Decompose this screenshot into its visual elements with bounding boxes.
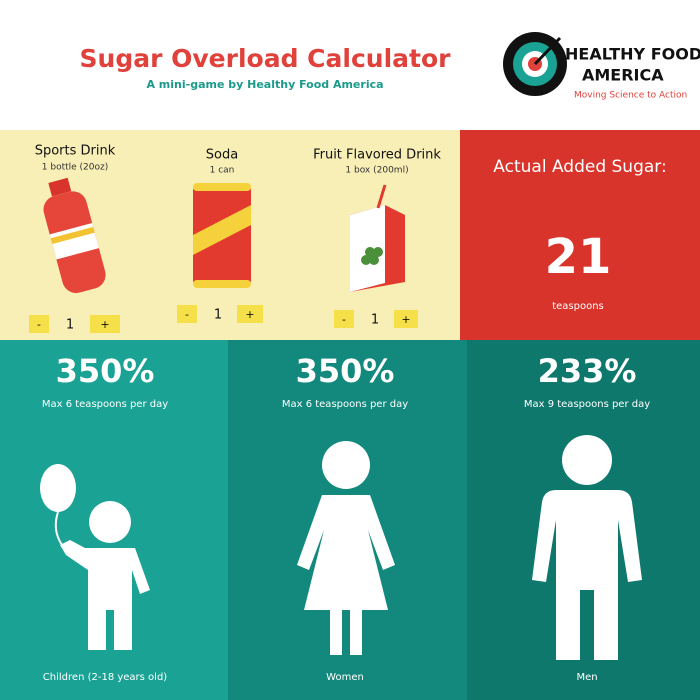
man-icon <box>532 435 642 660</box>
controls: - 1 + - 1 + - 1 + <box>29 305 418 333</box>
plus-button[interactable] <box>90 315 120 333</box>
bottle-cap <box>48 177 72 197</box>
head <box>562 435 612 485</box>
plus-label[interactable]: + <box>401 313 410 326</box>
box-straw <box>376 184 387 209</box>
group-label: Women <box>326 672 364 683</box>
logo-tagline: Moving Science to Action <box>574 91 687 101</box>
result-value: 21 <box>545 229 612 285</box>
drink-serving: 1 can <box>210 166 235 176</box>
drink-name: Fruit Flavored Drink <box>313 148 441 163</box>
result-unit: teaspoons <box>552 301 604 312</box>
minus-label[interactable]: - <box>37 318 41 331</box>
grape <box>361 255 371 265</box>
drink-name: Soda <box>206 148 238 163</box>
can-stripe <box>193 205 251 255</box>
plus-label[interactable]: + <box>245 308 254 321</box>
minus-button[interactable] <box>177 305 197 323</box>
quantity: 1 <box>371 313 379 328</box>
plus-button[interactable] <box>237 305 263 323</box>
body <box>297 495 395 655</box>
bottle-stripe <box>50 226 95 245</box>
drink-serving: 1 bottle (20oz) <box>42 163 108 173</box>
quantity: 1 <box>214 308 222 323</box>
woman-icon <box>297 441 395 655</box>
quantity: 1 <box>66 318 74 333</box>
plus-button[interactable] <box>394 310 418 328</box>
header-bg <box>0 0 700 130</box>
grape <box>365 247 375 257</box>
grape <box>373 247 383 257</box>
logo-line2: AMERICA <box>582 66 664 85</box>
group-limit: Max 9 teaspoons per day <box>524 399 650 410</box>
title: Sugar Overload Calculator <box>80 44 452 73</box>
drink-name: Sports Drink <box>35 144 116 159</box>
can-top <box>193 183 251 191</box>
group-percent: 233% <box>538 352 637 390</box>
body <box>532 490 642 660</box>
juice-box-icon <box>350 184 405 292</box>
soda-can-icon <box>193 183 251 288</box>
group-percent: 350% <box>56 352 155 390</box>
head <box>89 501 131 543</box>
group-limit: Max 6 teaspoons per day <box>282 399 408 410</box>
can-bottom <box>193 280 251 288</box>
minus-label[interactable]: - <box>342 313 346 326</box>
balloon-string <box>54 511 63 546</box>
group-label: Children (2-18 years old) <box>43 672 168 683</box>
plus-label[interactable]: + <box>100 318 109 331</box>
balloon <box>40 464 76 512</box>
logo-fork <box>533 36 562 66</box>
logo: HEALTHY FOOD AMERICA Moving Science to A… <box>503 32 700 101</box>
body <box>60 540 150 650</box>
group-label: Men <box>576 672 597 683</box>
minus-button[interactable] <box>29 315 49 333</box>
sports-bottle-icon <box>43 177 106 294</box>
result-label: Actual Added Sugar: <box>493 157 666 177</box>
group-limit: Max 6 teaspoons per day <box>42 399 168 410</box>
logo-line1: HEALTHY FOOD <box>565 45 700 64</box>
result-bg <box>460 130 700 340</box>
minus-button[interactable] <box>334 310 354 328</box>
minus-label[interactable]: - <box>185 308 189 321</box>
head <box>322 441 370 489</box>
grape <box>369 255 379 265</box>
subtitle: A mini-game by Healthy Food America <box>146 78 383 91</box>
group-percent: 350% <box>296 352 395 390</box>
drink-serving: 1 box (200ml) <box>345 166 408 176</box>
child-icon <box>40 464 150 650</box>
